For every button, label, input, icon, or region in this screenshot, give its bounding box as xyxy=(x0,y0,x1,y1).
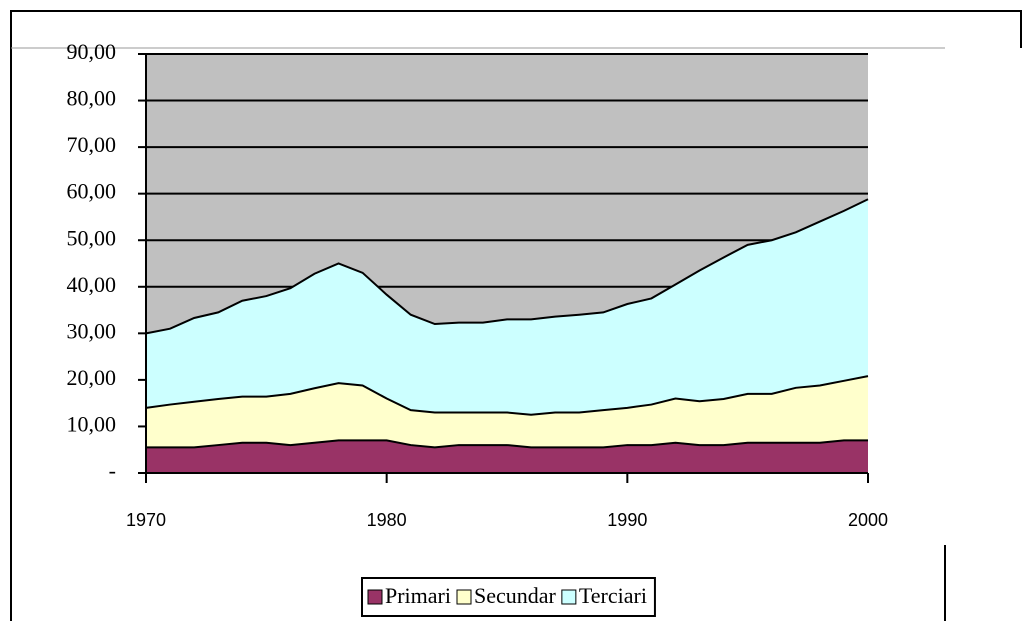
y-tick-label: 10,00 xyxy=(67,411,117,436)
x-tick-label: 2000 xyxy=(848,510,888,530)
y-tick-label: 40,00 xyxy=(67,272,117,297)
area-fill xyxy=(146,376,868,448)
legend-box xyxy=(361,577,656,617)
legend-label: Primari xyxy=(385,583,451,608)
legend-label: Terciari xyxy=(579,583,647,608)
x-tick-label: 1980 xyxy=(367,510,407,530)
legend-swatch xyxy=(456,589,472,605)
legend: Primari Secundar Terciari xyxy=(361,577,656,617)
area-fill xyxy=(146,440,868,473)
legend-swatch xyxy=(561,589,577,605)
legend-swatch xyxy=(367,589,383,605)
y-tick-label: 50,00 xyxy=(67,225,117,250)
x-tick-label: 1970 xyxy=(126,510,166,530)
y-tick-label: - xyxy=(109,458,116,483)
y-tick-label: 60,00 xyxy=(67,179,117,204)
y-tick-label: 70,00 xyxy=(67,132,117,157)
area-edge xyxy=(145,198,869,335)
y-tick-label: 80,00 xyxy=(67,86,117,111)
y-tick-label: 90,00 xyxy=(67,39,117,64)
y-tick-label: 30,00 xyxy=(67,318,117,343)
x-tick-label: 1990 xyxy=(607,510,647,530)
area-edge xyxy=(145,375,869,416)
area-edge xyxy=(146,439,868,449)
legend-label: Secundar xyxy=(474,583,557,608)
y-tick-label: 20,00 xyxy=(67,365,117,390)
area-fill xyxy=(146,199,868,415)
